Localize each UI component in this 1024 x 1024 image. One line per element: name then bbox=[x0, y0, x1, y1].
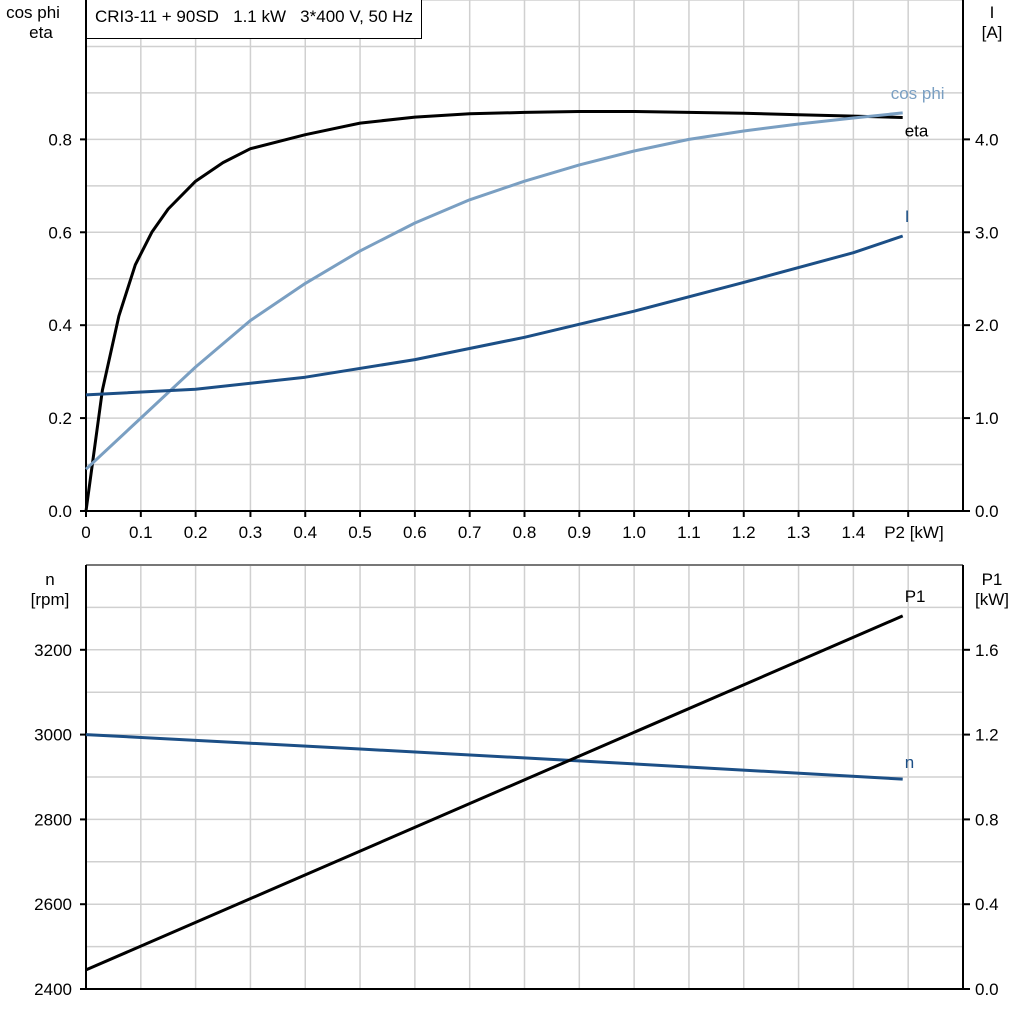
y-left-axis-label: [rpm] bbox=[31, 590, 70, 609]
x-tick-label: 0.9 bbox=[567, 523, 591, 542]
x-tick-label: 0.3 bbox=[239, 523, 263, 542]
x-tick-label: 0.1 bbox=[129, 523, 153, 542]
x-tick-label: 1.3 bbox=[787, 523, 811, 542]
y-left-tick-label: 0.6 bbox=[48, 223, 72, 242]
series-line-cos-phi bbox=[84, 111, 903, 471]
x-tick-label: 1.4 bbox=[842, 523, 866, 542]
x-tick-label: 0 bbox=[81, 523, 90, 542]
y-right-tick-label: 1.2 bbox=[975, 726, 999, 745]
y-left-axis-label: cos phi bbox=[6, 3, 60, 22]
y-left-tick-label: 3000 bbox=[34, 726, 72, 745]
y-right-axis-label: [kW] bbox=[975, 590, 1009, 609]
x-tick-label: 0.7 bbox=[458, 523, 482, 542]
y-left-tick-label: 0.0 bbox=[48, 502, 72, 521]
y-right-tick-label: 3.0 bbox=[975, 223, 999, 242]
x-axis-label: P2 [kW] bbox=[884, 523, 944, 542]
y-right-tick-label: 0.0 bbox=[975, 980, 999, 999]
series-line-I bbox=[85, 234, 904, 397]
series-line-n bbox=[85, 733, 903, 781]
y-right-tick-label: 0.4 bbox=[975, 895, 999, 914]
y-left-axis-label: eta bbox=[29, 23, 53, 42]
series-label-I: I bbox=[905, 207, 910, 226]
y-left-tick-label: 2800 bbox=[34, 810, 72, 829]
y-left-tick-label: 2600 bbox=[34, 895, 72, 914]
y-right-tick-label: 1.0 bbox=[975, 409, 999, 428]
series-line-eta bbox=[84, 110, 903, 512]
y-right-tick-label: 0.0 bbox=[975, 502, 999, 521]
series-label-cos-phi: cos phi bbox=[891, 84, 945, 103]
y-left-tick-label: 0.4 bbox=[48, 316, 72, 335]
series-line-P1 bbox=[85, 614, 904, 972]
y-right-axis-label: I bbox=[990, 3, 995, 22]
y-right-axis-label: [A] bbox=[982, 23, 1003, 42]
y-left-axis-label: n bbox=[45, 570, 54, 589]
y-right-tick-label: 4.0 bbox=[975, 130, 999, 149]
x-tick-label: 1.1 bbox=[677, 523, 701, 542]
chart-title: CRI3-11 + 90SD 1.1 kW 3*400 V, 50 Hz bbox=[86, 0, 422, 39]
series-label-eta: eta bbox=[905, 122, 929, 141]
x-tick-label: 1.2 bbox=[732, 523, 756, 542]
y-left-tick-label: 0.2 bbox=[48, 409, 72, 428]
y-right-tick-label: 1.6 bbox=[975, 641, 999, 660]
y-left-tick-label: 0.8 bbox=[48, 130, 72, 149]
x-tick-label: 0.2 bbox=[184, 523, 208, 542]
y-left-tick-label: 2400 bbox=[34, 980, 72, 999]
y-left-tick-label: 3200 bbox=[34, 641, 72, 660]
x-tick-label: 0.5 bbox=[348, 523, 372, 542]
series-label-P1: P1 bbox=[905, 587, 926, 606]
y-right-tick-label: 2.0 bbox=[975, 316, 999, 335]
x-tick-label: 0.4 bbox=[293, 523, 317, 542]
x-tick-label: 0.6 bbox=[403, 523, 427, 542]
y-right-axis-label: P1 bbox=[982, 570, 1003, 589]
y-right-tick-label: 0.8 bbox=[975, 810, 999, 829]
series-label-n: n bbox=[905, 753, 914, 772]
x-tick-label: 0.8 bbox=[513, 523, 537, 542]
x-tick-label: 1.0 bbox=[622, 523, 646, 542]
